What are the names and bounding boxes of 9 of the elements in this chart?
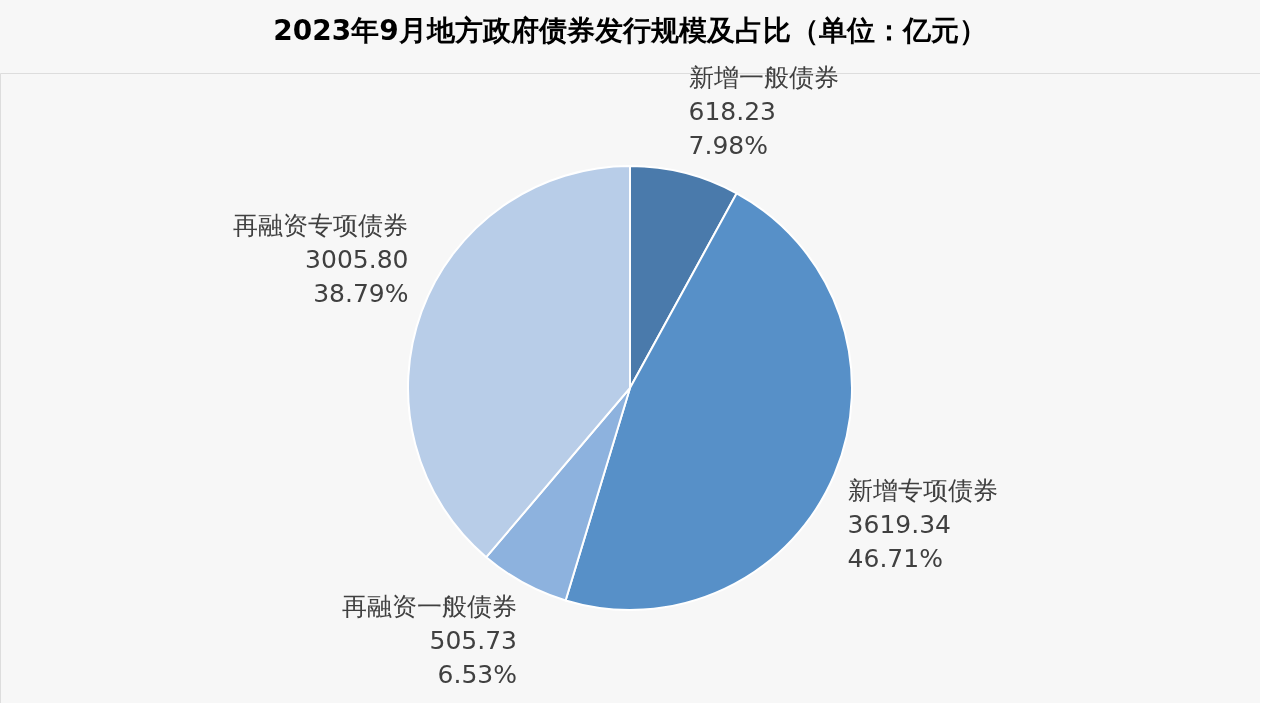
slice-label: 再融资专项债券 xyxy=(233,210,409,240)
data-label: 618.23 7.98% xyxy=(688,97,777,161)
data-label: 3005.80 38.79% xyxy=(305,244,409,308)
data-label: 505.73 6.53% xyxy=(429,626,517,690)
chart-title: 2023年9月地方政府债券发行规模及占比（单位：亿元） xyxy=(273,14,987,48)
slice-label: 再融资一般债券 xyxy=(341,592,517,622)
slice-label: 新增一般债券 xyxy=(688,63,839,93)
data-label: 3619.34 46.71% xyxy=(847,510,951,574)
slice-label: 新增专项债券 xyxy=(847,476,998,506)
